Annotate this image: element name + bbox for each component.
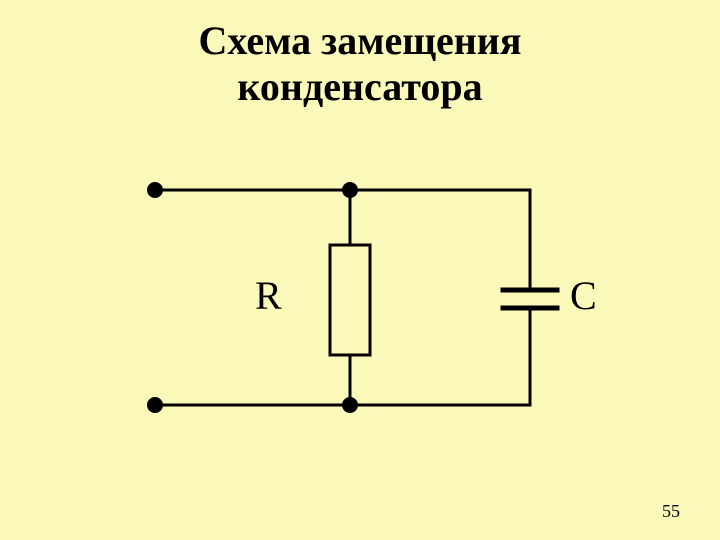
- page-number: 55: [662, 501, 680, 522]
- circuit-diagram: [0, 0, 720, 540]
- label-r: R: [255, 272, 282, 319]
- node-in-top: [147, 182, 163, 198]
- label-c: C: [570, 272, 597, 319]
- node-mid-bottom: [342, 397, 358, 413]
- nodes: [147, 182, 358, 413]
- node-in-bottom: [147, 397, 163, 413]
- node-mid-top: [342, 182, 358, 198]
- capacitor-symbol: [503, 290, 557, 308]
- resistor-symbol: [330, 245, 370, 355]
